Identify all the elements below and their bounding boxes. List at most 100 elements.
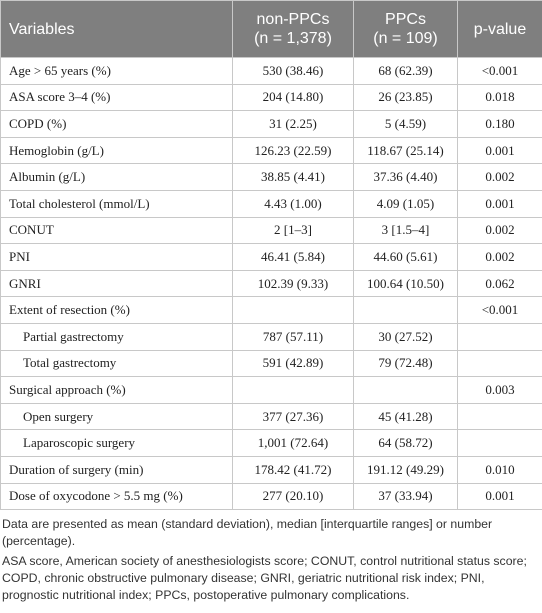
table-cell: 0.010: [457, 455, 542, 484]
table-row: Dose of oxycodone > 5.5 mg (%) 277 (20.10…: [0, 482, 542, 511]
table-cell: 30 (27.52): [353, 322, 458, 351]
table-row: Extent of resection (%) <0.001: [0, 296, 542, 324]
table-cell: 591 (42.89): [232, 349, 354, 378]
table-cell: 68 (62.39): [353, 57, 458, 85]
table-cell: 0.180: [457, 110, 542, 138]
header-cell: Variables: [0, 0, 233, 58]
row-label: Surgical approach (%): [0, 376, 233, 404]
header-cell: PPCs (n = 109): [353, 0, 458, 58]
row-label: Total cholesterol (mmol/L): [0, 189, 233, 218]
header-text: (n = 1,378): [254, 30, 332, 47]
table-cell: 0.018: [457, 83, 542, 112]
table-cell: 100.64 (10.50): [353, 269, 458, 298]
table-cell: 31 (2.25): [232, 110, 354, 138]
row-label: ASA score 3–4 (%): [0, 83, 233, 112]
table-notes: Data are presented as mean (standard dev…: [0, 510, 542, 604]
table-cell: 4.43 (1.00): [232, 189, 354, 218]
table-cell: 191.12 (49.29): [353, 455, 458, 484]
row-label: PNI: [0, 243, 233, 271]
row-label: Duration of surgery (min): [0, 455, 233, 484]
table-body: Age > 65 years (%) 530 (38.46) 68 (62.39) <…: [0, 57, 542, 511]
table-cell: [232, 296, 354, 324]
table-cell: 44.60 (5.61): [353, 243, 458, 271]
table-row: CONUT 2 [1–3] 3 [1.5–4] 0.002: [0, 216, 542, 245]
table-cell: [353, 296, 458, 324]
table-row: Surgical approach (%) 0.003: [0, 376, 542, 404]
table-cell: 4.09 (1.05): [353, 189, 458, 218]
table-cell: 5 (4.59): [353, 110, 458, 138]
header-text: Variables: [9, 20, 75, 38]
row-label: Extent of resection (%): [0, 296, 233, 324]
table-cell: 0.001: [457, 482, 542, 511]
table-cell: [457, 402, 542, 431]
table-cell: 0.001: [457, 136, 542, 165]
header-row: Variables non-PPCs (n = 1,378) PPCs (n = 109…: [0, 0, 542, 58]
row-label: COPD (%): [0, 110, 233, 138]
table-row: Hemoglobin (g/L) 126.23 (22.59) 118.67 (25…: [0, 136, 542, 165]
table-row: Duration of surgery (min) 178.42 (41.72) 1…: [0, 455, 542, 484]
table-cell: [457, 349, 542, 378]
table-row: PNI 46.41 (5.84) 44.60 (5.61) 0.002: [0, 243, 542, 271]
table-cell: 530 (38.46): [232, 57, 354, 85]
table-cell: [457, 429, 542, 457]
header-cell: non-PPCs (n = 1,378): [232, 0, 354, 58]
table-cell: 37.36 (4.40): [353, 163, 458, 191]
table-row: GNRI 102.39 (9.33) 100.64 (10.50) 0.062: [0, 269, 542, 298]
table-cell: 0.001: [457, 189, 542, 218]
table-row: Age > 65 years (%) 530 (38.46) 68 (62.39) <…: [0, 57, 542, 85]
table-cell: 787 (57.11): [232, 322, 354, 351]
table-row: Laparoscopic surgery 1,001 (72.64) 64 (58.…: [0, 429, 542, 457]
table-cell: 0.002: [457, 163, 542, 191]
row-label: CONUT: [0, 216, 233, 245]
row-label: Albumin (g/L): [0, 163, 233, 191]
table-row: COPD (%) 31 (2.25) 5 (4.59) 0.180: [0, 110, 542, 138]
table-cell: <0.001: [457, 296, 542, 324]
table-cell: 0.002: [457, 216, 542, 245]
table-cell: 2 [1–3]: [232, 216, 354, 245]
note: ASA score, American society of anesthesi…: [2, 554, 527, 603]
table-cell: 3 [1.5–4]: [353, 216, 458, 245]
row-label: Laparoscopic surgery: [0, 429, 233, 457]
header-text: p-value: [473, 20, 527, 38]
table-cell: 126.23 (22.59): [232, 136, 354, 165]
table-cell: 277 (20.10): [232, 482, 354, 511]
row-label: Open surgery: [0, 402, 233, 431]
header-cell: p-value: [457, 0, 542, 58]
row-label: Dose of oxycodone > 5.5 mg (%): [0, 482, 233, 511]
note: Data are presented as mean (standard dev…: [2, 517, 493, 549]
table-row: Albumin (g/L) 38.85 (4.41) 37.36 (4.40) 0.0…: [0, 163, 542, 191]
table-row: Open surgery 377 (27.36) 45 (41.28): [0, 402, 542, 431]
table-cell: 377 (27.36): [232, 402, 354, 431]
row-label: Partial gastrectomy: [0, 322, 233, 351]
table-row: ASA score 3–4 (%) 204 (14.80) 26 (23.85) 0.…: [0, 83, 542, 112]
table-row: Total gastrectomy 591 (42.89) 79 (72.48): [0, 349, 542, 378]
table-cell: 45 (41.28): [353, 402, 458, 431]
table-cell: 204 (14.80): [232, 83, 354, 112]
row-label: Total gastrectomy: [0, 349, 233, 378]
table-cell: <0.001: [457, 57, 542, 85]
table-cell: 46.41 (5.84): [232, 243, 354, 271]
row-label: Age > 65 years (%): [0, 57, 233, 85]
table-cell: 79 (72.48): [353, 349, 458, 378]
data-table: Variables non-PPCs (n = 1,378) PPCs (n = 109…: [0, 0, 542, 511]
table-cell: 64 (58.72): [353, 429, 458, 457]
table-cell: 1,001 (72.64): [232, 429, 354, 457]
table-cell: 102.39 (9.33): [232, 269, 354, 298]
table-cell: [457, 322, 542, 351]
table-cell: [232, 376, 354, 404]
table-cell: [353, 376, 458, 404]
table-cell: 38.85 (4.41): [232, 163, 354, 191]
table-cell: 0.002: [457, 243, 542, 271]
row-label: GNRI: [0, 269, 233, 298]
table-cell: 26 (23.85): [353, 83, 458, 112]
table-cell: 178.42 (41.72): [232, 455, 354, 484]
table-cell: 0.003: [457, 376, 542, 404]
table-row: Total cholesterol (mmol/L) 4.43 (1.00) 4.0…: [0, 189, 542, 218]
table-row: Partial gastrectomy 787 (57.11) 30 (27.52): [0, 322, 542, 351]
header-text: (n = 109): [373, 30, 438, 47]
table-cell: 118.67 (25.14): [353, 136, 458, 165]
table-cell: 37 (33.94): [353, 482, 458, 511]
header-text: PPCs: [385, 11, 426, 28]
